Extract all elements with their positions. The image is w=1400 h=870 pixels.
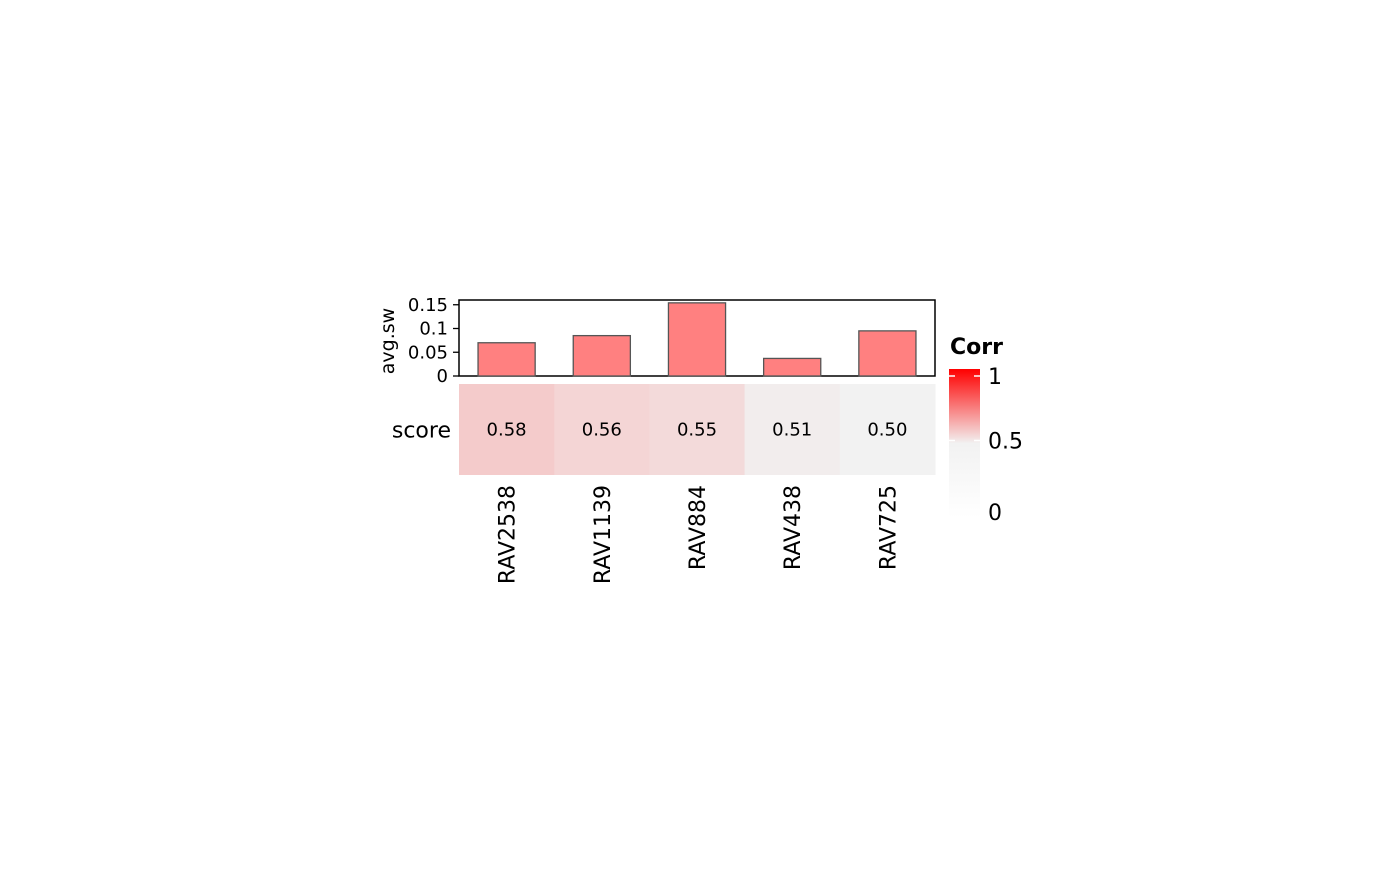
cell-value-label: 0.58: [487, 420, 527, 441]
y-tick-label: 0.1: [419, 319, 448, 340]
heatmap-cell-RAV438: [744, 384, 841, 475]
y-tick-label: 0.15: [408, 295, 448, 316]
y-tick-label: 0.05: [408, 342, 448, 363]
heatmap-cell-RAV725: [839, 384, 936, 475]
heatmap-cell-RAV1139: [554, 384, 650, 475]
cell-value-label: 0.51: [772, 420, 812, 441]
heatmap-cell-RAV884: [649, 384, 746, 475]
color-legend: Corr 0 0.5 1: [949, 335, 1023, 526]
legend-tick-label: 1: [988, 365, 1002, 390]
y-tick-label: 0: [437, 366, 448, 387]
legend-tick-label: 0: [988, 501, 1002, 526]
legend-tick-label: 0.5: [988, 430, 1023, 455]
bar-RAV884: [667, 302, 727, 377]
heatmap-cell-RAV2538: [459, 384, 555, 475]
legend-colorbar: [949, 369, 980, 518]
cell-value-label: 0.55: [677, 420, 717, 441]
bar-RAV2538: [477, 342, 536, 377]
x-tick-label-RAV2538: RAV2538: [496, 485, 521, 584]
x-tick-label-RAV725: RAV725: [876, 485, 901, 570]
bar-RAV1139: [572, 334, 632, 377]
heatmap-row-label: score: [392, 419, 451, 444]
heatmap: 0.58 0.56 0.55 0.51 0.50 score RAV2538 RAV1139 R…: [392, 384, 936, 584]
bar-plot: 0 0.050.1 0.15 avg.sw: [377, 295, 936, 387]
cell-value-label: 0.50: [867, 420, 907, 441]
bar-RAV438: [762, 357, 822, 377]
x-tick-label-RAV438: RAV438: [781, 485, 806, 570]
bar-RAV725: [858, 330, 917, 377]
x-tick-label-RAV884: RAV884: [686, 485, 711, 570]
cell-value-label: 0.56: [582, 420, 622, 441]
legend-title: Corr: [950, 335, 1003, 360]
x-tick-label-RAV1139: RAV1139: [591, 485, 616, 584]
y-axis-label: avg.sw: [377, 308, 399, 374]
